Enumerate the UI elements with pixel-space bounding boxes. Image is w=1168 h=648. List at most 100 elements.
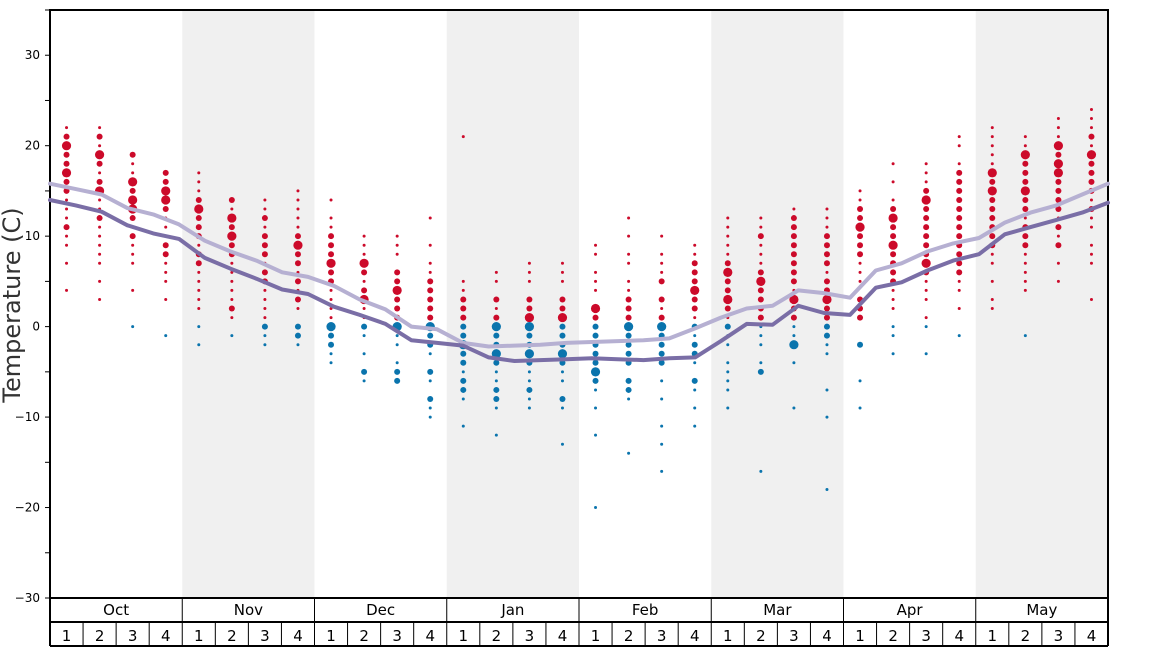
temperature-dot [1023,334,1027,338]
temperature-dot [1023,144,1027,148]
temperature-dot [427,305,434,312]
temperature-dot [1088,160,1095,167]
temperature-dot [1022,160,1029,167]
temperature-dot [230,316,234,320]
temperature-dot [924,279,928,283]
temperature-dot [825,270,829,274]
temperature-dot [129,187,136,194]
temperature-dot [461,397,465,401]
temperature-dot [924,180,928,184]
week-label: 3 [525,627,535,645]
temperature-dot [328,233,335,240]
temperature-dot [757,287,764,294]
temperature-dot [461,135,465,139]
temperature-dot [1089,252,1093,256]
temperature-dot [627,451,631,455]
month-label-mar: Mar [763,601,792,619]
temperature-dot [461,370,465,374]
temperature-dot [161,186,171,196]
temperature-dot [1022,242,1029,249]
temperature-dot [296,307,300,311]
temperature-dot [197,270,201,274]
temperature-dot [990,162,994,166]
temperature-dot [428,216,432,220]
temperature-dot [294,323,301,330]
temperature-dot [1055,206,1062,213]
temperature-dot [627,279,631,283]
temperature-dot [162,251,169,258]
temperature-dot [792,334,796,338]
temperature-dot [194,204,204,214]
temperature-dot [362,234,366,238]
temperature-dot [790,242,797,249]
temperature-dot [724,260,731,267]
temperature-dot [461,424,465,428]
temperature-dot [461,288,465,292]
month-label-jan: Jan [500,601,524,619]
temperature-dot [921,195,931,205]
temperature-dot [759,343,763,347]
temperature-dot [362,352,366,356]
temperature-dot [592,359,599,366]
temperature-dot [660,424,664,428]
temperature-dot [263,225,267,229]
temperature-dot [263,288,267,292]
temperature-dot [296,343,300,347]
temperature-dot [990,252,994,256]
temperature-dot [164,334,168,338]
temperature-dot [129,233,136,240]
temperature-dot [526,305,533,312]
temperature-dot [594,252,598,256]
week-label: 2 [1021,627,1031,645]
temperature-dot [527,370,531,374]
temperature-dot [987,186,997,196]
temperature-dot [162,169,169,176]
temperature-dot [98,198,102,202]
temperature-dot [63,151,70,158]
temperature-dot [1023,279,1027,283]
temperature-dot [792,207,796,211]
temperature-dot [660,252,664,256]
temperature-dot [726,379,730,383]
week-label: 2 [359,627,369,645]
temperature-dot [726,216,730,220]
temperature-dot [1089,108,1093,112]
temperature-dot [1089,243,1093,247]
temperature-dot [757,296,764,303]
temperature-dot [691,341,698,348]
month-label-nov: Nov [234,601,263,619]
temperature-dot [989,215,996,222]
temperature-dot [96,178,103,185]
temperature-dot [164,297,168,301]
temperature-dot [956,206,963,213]
temperature-dot [395,252,399,256]
temperature-dot [724,305,731,312]
temperature-dot [825,415,829,419]
temperature-dot [825,216,829,220]
temperature-dot [989,233,996,240]
temperature-dot [726,388,730,392]
temperature-dot [790,224,797,231]
temperature-dot [294,251,301,258]
temperature-dot [98,297,102,301]
temperature-dot [460,314,467,321]
temperature-dot [328,332,335,339]
temperature-dot [559,332,566,339]
temperature-dot [261,242,268,249]
temperature-dot [557,349,568,359]
temperature-dot [891,162,895,166]
temperature-dot [724,278,731,285]
temperature-dot [956,215,963,222]
temperature-dot [362,243,366,247]
temperature-dot [660,261,664,265]
temperature-dot [690,285,700,296]
temperature-dot [559,395,566,402]
temperature-dot [263,316,267,320]
temperature-dot [261,215,268,222]
temperature-dot [627,261,631,265]
month-label-may: May [1026,601,1057,619]
temperature-dot [957,307,961,311]
month-label-dec: Dec [366,601,395,619]
temperature-dot [625,305,632,312]
temperature-dot [693,361,697,365]
